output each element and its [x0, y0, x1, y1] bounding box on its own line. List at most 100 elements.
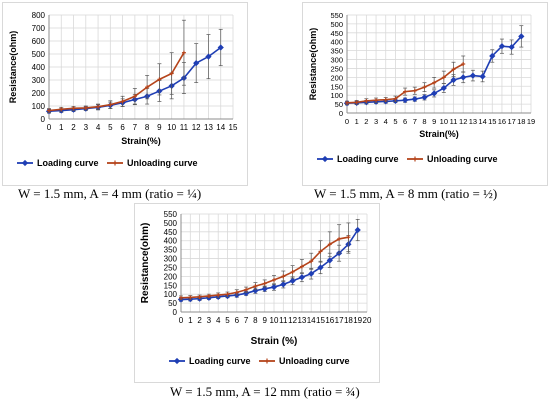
y-tick-label: 400 [164, 237, 178, 246]
x-tick-label: 4 [96, 123, 101, 132]
y-tick-label: 300 [330, 56, 343, 65]
legend-marker [173, 357, 181, 365]
x-tick-label: 7 [413, 117, 417, 126]
y-tick-label: 600 [32, 37, 46, 46]
x-tick-label: 6 [403, 117, 407, 126]
data-point [289, 277, 296, 284]
x-tick-label: 0 [345, 117, 349, 126]
y-tick-label: 250 [330, 64, 343, 73]
x-tick-label: 20 [363, 316, 372, 325]
x-tick-label: 16 [498, 117, 506, 126]
x-tick-label: 2 [71, 123, 76, 132]
x-tick-label: 10 [270, 316, 279, 325]
data-point [508, 43, 515, 51]
series-unloading [345, 55, 466, 105]
data-point [205, 53, 212, 60]
caption-3: W = 1.5 mm, A = 12 mm (ratio = ¾) [170, 384, 360, 399]
y-tick-label: 450 [164, 228, 178, 237]
data-point [479, 73, 486, 80]
legend-marker [21, 159, 29, 167]
x-tick-label: 4 [216, 316, 221, 325]
x-tick-label: 13 [204, 123, 213, 132]
x-tick-label: 1 [355, 117, 359, 126]
legend-label: Unloading curve [427, 154, 498, 164]
y-tick-label: 100 [330, 91, 343, 100]
y-tick-label: 150 [330, 82, 343, 91]
x-tick-label: 9 [157, 123, 162, 132]
data-point [298, 274, 306, 281]
x-tick-label: 9 [262, 316, 267, 325]
legend-label: Unloading curve [127, 158, 198, 168]
chart-panel-1: 0 100 200 300 400 500 600 700 800 0 1 2 3 4 5 6 7 8 9 10 11 1… [2, 2, 248, 186]
y-tick-label: 50 [335, 100, 343, 109]
x-tick-label: 14 [216, 123, 225, 132]
legend-label: Unloading curve [279, 356, 350, 366]
x-tick-label: 14 [307, 316, 316, 325]
legend-marker [321, 155, 329, 163]
y-tick-label: 200 [330, 73, 343, 82]
x-tick-label: 1 [188, 316, 193, 325]
y-tick-label: 100 [32, 102, 46, 111]
x-tick-label: 13 [469, 117, 477, 126]
x-tick-label: 15 [316, 316, 325, 325]
x-tick-label: 5 [393, 117, 397, 126]
y-tick-label: 400 [32, 63, 46, 72]
legend-item-loading: Loading curve [169, 356, 251, 366]
y-tick-label: 150 [164, 281, 178, 290]
x-tick-label: 12 [192, 123, 201, 132]
x-tick-label: 8 [422, 117, 426, 126]
x-tick-label: 4 [384, 117, 388, 126]
y-tick-label: 550 [164, 210, 178, 219]
x-tick-label: 1 [59, 123, 64, 132]
x-tick-label: 18 [344, 316, 353, 325]
x-tick-label: 11 [279, 316, 288, 325]
x-tick-label: 10 [167, 123, 176, 132]
y-tick-label: 50 [168, 299, 177, 308]
series-line [48, 52, 185, 112]
y-tick-label: 100 [164, 290, 178, 299]
x-tick-label: 14 [478, 117, 486, 126]
x-tick-label: 2 [364, 117, 368, 126]
y-axis-title: Resistance(ohm) [308, 28, 318, 101]
x-tick-label: 15 [488, 117, 496, 126]
y-tick-label: 500 [164, 219, 178, 228]
caption-2: W = 1.5 mm, A = 8 mm (ratio = ½) [314, 186, 498, 201]
y-tick-label: 400 [330, 38, 343, 47]
x-tick-label: 8 [145, 123, 150, 132]
x-tick-label: 18 [517, 117, 525, 126]
legend-item-loading: Loading curve [317, 154, 399, 164]
x-tick-label: 5 [225, 316, 230, 325]
x-tick-label: 12 [459, 117, 467, 126]
x-tick-label: 8 [253, 316, 258, 325]
legend-item-unloading: Unloading curve [107, 158, 198, 168]
legend-label: Loading curve [189, 356, 251, 366]
y-tick-label: 450 [330, 29, 343, 38]
legend-label: Loading curve [37, 158, 99, 168]
y-tick-label: 550 [330, 11, 343, 20]
data-point [489, 52, 496, 60]
y-tick-label: 0 [339, 109, 343, 118]
x-tick-label: 3 [207, 316, 212, 325]
legend-item-loading: Loading curve [17, 158, 99, 168]
x-tick-label: 6 [235, 316, 240, 325]
y-tick-label: 700 [32, 24, 46, 33]
legend-item-unloading: Unloading curve [407, 154, 498, 164]
data-point [450, 76, 457, 84]
x-tick-label: 13 [297, 316, 306, 325]
y-tick-label: 500 [32, 50, 46, 59]
chart-panel-2: 0 50 100 150 200 250 300 350 400 450 500 550 0 1 2 3 4 5 6… [302, 2, 548, 186]
x-tick-label: 7 [244, 316, 249, 325]
x-tick-label: 9 [432, 117, 436, 126]
x-tick-label: 2 [197, 316, 202, 325]
caption-1: W = 1.5 mm, A = 4 mm (ratio = ¼) [18, 186, 202, 201]
x-tick-label: 3 [374, 117, 378, 126]
y-tick-label: 350 [164, 246, 178, 255]
y-tick-label: 350 [330, 47, 343, 56]
x-tick-label: 19 [353, 316, 362, 325]
x-tick-label: 17 [507, 117, 515, 126]
y-axis-title: Resistance(ohm) [140, 223, 151, 304]
y-tick-label: 0 [173, 308, 178, 317]
